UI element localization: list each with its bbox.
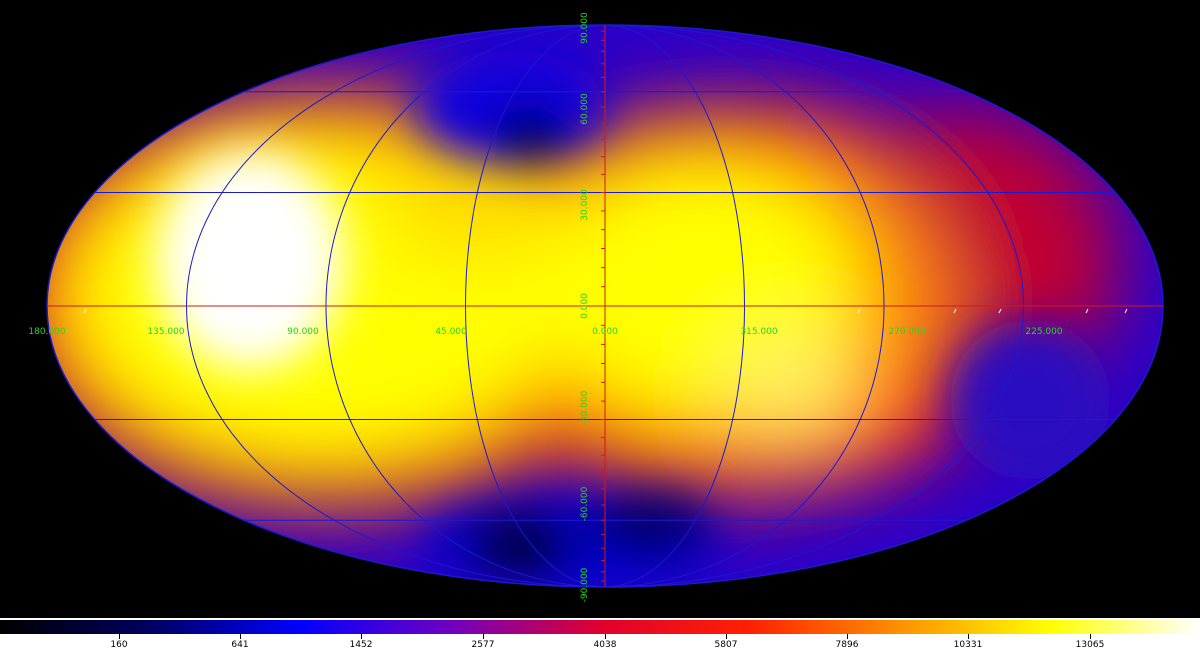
latitude-labels: 90.000 60.000 30.000 0.000 -30.000 -60.0… <box>580 12 590 602</box>
colorbar-tick-label: 4038 <box>593 640 617 650</box>
colorbar-tick-label: 10331 <box>953 640 983 650</box>
colorbar-tick-label: 1452 <box>349 640 373 650</box>
lat-label-neg30: -30.000 <box>580 390 590 425</box>
lon-label-225: 225.000 <box>1025 327 1062 337</box>
colorbar-tick-label: 2577 <box>471 640 495 650</box>
equator-markers <box>83 308 1128 314</box>
lon-label-270: 270.000 <box>888 327 925 337</box>
lat-label-60: 60.000 <box>580 93 590 125</box>
lon-label-0: 0.000 <box>592 327 618 337</box>
lon-label-45: 45.000 <box>435 327 467 337</box>
lat-label-neg90: -90.000 <box>580 567 590 602</box>
heatmap-field <box>47 25 1163 587</box>
lon-label-90: 90.000 <box>287 327 319 337</box>
colorbar: 160 641 1452 2577 4038 5807 7896 10331 1… <box>0 618 1200 656</box>
all-sky-map[interactable]: 180.000 135.000 90.000 45.000 0.000 315.… <box>0 0 1200 618</box>
lon-label-180: 180.000 <box>28 327 65 337</box>
lat-label-0: 0.000 <box>580 293 590 319</box>
lon-label-315: 315.000 <box>740 327 777 337</box>
colorbar-tick-label: 7896 <box>835 640 859 650</box>
lon-label-135: 135.000 <box>147 327 184 337</box>
colorbar-tick-label: 641 <box>231 640 249 650</box>
colorbar-gradient <box>0 620 1200 634</box>
colorbar-tick-label: 160 <box>110 640 128 650</box>
lat-label-90: 90.000 <box>580 12 590 44</box>
lat-label-neg60: -60.000 <box>580 486 590 521</box>
longitude-labels: 180.000 135.000 90.000 45.000 0.000 315.… <box>28 327 1062 337</box>
lat-label-30: 30.000 <box>580 189 590 221</box>
colorbar-tick-label: 13065 <box>1075 640 1105 650</box>
meridian-ticks <box>601 30 605 582</box>
colorbar-tick-label: 5807 <box>714 640 738 650</box>
colorbar-tick-row: 160 641 1452 2577 4038 5807 7896 10331 1… <box>0 634 1200 656</box>
